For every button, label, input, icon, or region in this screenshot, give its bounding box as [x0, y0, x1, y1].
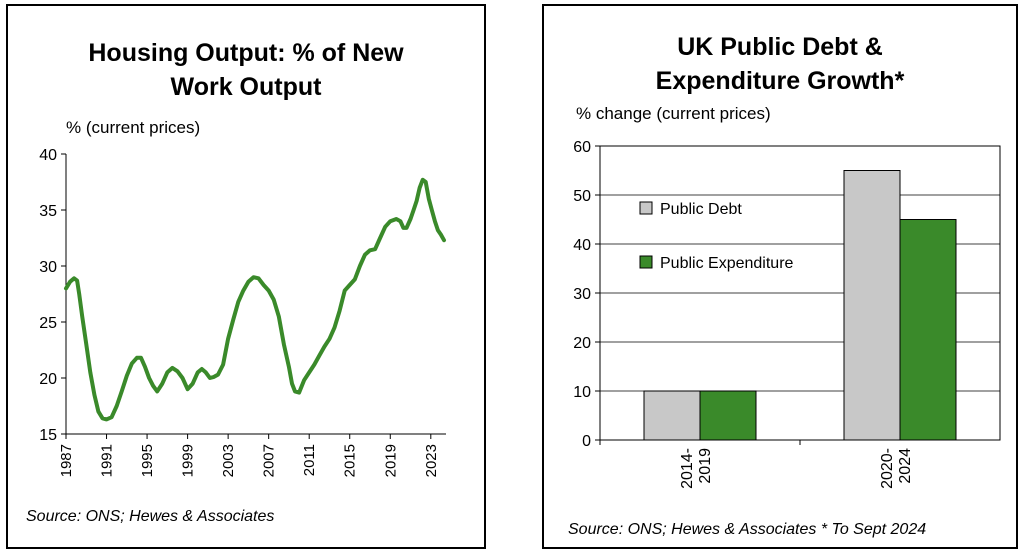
x-tick-label: 2019: [382, 444, 399, 477]
chart-title-line-2: Work Output: [170, 73, 322, 101]
legend-label: Public Debt: [660, 201, 742, 218]
legend-label: Public Expenditure: [660, 255, 794, 272]
y-tick-label: 40: [573, 237, 591, 254]
chart-title-line-2: Expenditure Growth*: [655, 67, 905, 95]
y-tick-label: 15: [39, 427, 57, 444]
y-tick-label: 0: [582, 433, 591, 450]
y-tick-label: 35: [39, 203, 57, 220]
y-tick-label: 25: [39, 315, 57, 332]
housing-line-plot: 15 20 25 30 35 40 1987 1991 1995 1999 2003 2007 2011…: [39, 147, 446, 477]
y-tick-label: 30: [39, 259, 57, 276]
y-tick-label: 40: [39, 147, 57, 164]
y-tick-label: 20: [39, 371, 57, 388]
source-note: Source: ONS; Hewes & Associates: [26, 508, 275, 525]
y-tick-label: 30: [573, 286, 591, 303]
x-tick-label: 1991: [99, 444, 116, 477]
x-tick-label: 2014-: [679, 448, 696, 489]
debt-bar-plot: 0 10 20 30 40 50 60 2014- 2019 2020- 2024 Public De…: [573, 139, 1001, 489]
x-tick-label: 2019: [697, 448, 714, 484]
bar: [699, 390, 757, 441]
x-tick-label: 2023: [423, 444, 440, 477]
x-tick-label: 2007: [261, 444, 278, 477]
bar: [843, 170, 901, 441]
y-tick-label: 60: [573, 139, 591, 156]
x-tick-label: 2020-: [879, 448, 896, 489]
x-tick-label: 2024: [897, 448, 914, 484]
y-tick-label: 50: [573, 188, 591, 205]
y-axis-unit-label: % (current prices): [66, 118, 201, 137]
x-tick-label: 2015: [342, 444, 359, 477]
chart-title: UK Public Debt & Expenditure Growth*: [544, 30, 1016, 98]
bar: [899, 219, 957, 441]
public-debt-chart-panel: UK Public Debt & Expenditure Growth* % c…: [542, 4, 1018, 549]
x-tick-label: 1987: [58, 444, 75, 477]
chart-title: Housing Output: % of New Work Output: [8, 36, 484, 104]
y-tick-label: 20: [573, 335, 591, 352]
y-axis-unit-label: % change (current prices): [576, 104, 771, 123]
source-note: Source: ONS; Hewes & Associates * To Sep…: [568, 521, 927, 538]
chart-title-line-1: Housing Output: % of New: [88, 39, 404, 67]
x-tick-label: 2003: [220, 444, 237, 477]
legend-swatch: [639, 255, 653, 269]
x-tick-label: 2011: [301, 444, 318, 476]
chart-title-line-1: UK Public Debt &: [677, 33, 883, 61]
x-tick-label: 1995: [139, 444, 156, 477]
series-line: [64, 177, 446, 422]
y-tick-label: 10: [573, 384, 591, 401]
bar: [643, 390, 701, 441]
housing-output-chart-panel: Housing Output: % of New Work Output % (…: [6, 4, 486, 549]
x-tick-label: 1999: [180, 444, 197, 477]
legend-swatch: [639, 201, 653, 215]
